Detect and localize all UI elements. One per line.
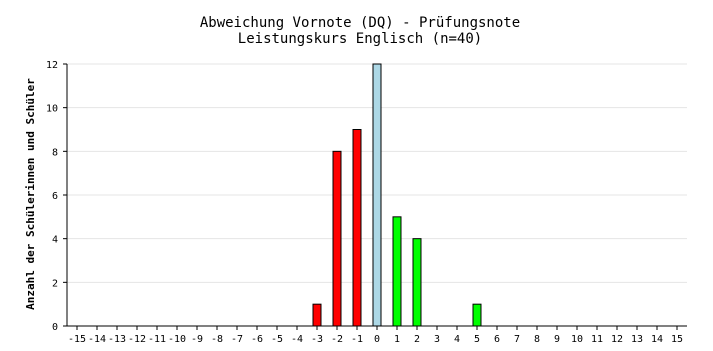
x-tick-label: -6 bbox=[251, 334, 263, 345]
chart-title: Abweichung Vornote (DQ) - Prüfungsnote bbox=[200, 15, 520, 31]
y-tick-label: 0 bbox=[52, 322, 58, 333]
x-tick-label: -9 bbox=[191, 334, 203, 345]
bar bbox=[412, 238, 422, 327]
x-tick-label: -11 bbox=[148, 334, 166, 345]
x-tick-label: -7 bbox=[231, 334, 243, 345]
y-tick-label: 12 bbox=[46, 60, 58, 71]
bar bbox=[472, 303, 482, 327]
y-tick-label: 6 bbox=[52, 191, 58, 202]
chart-subtitle: Leistungskurs Englisch (n=40) bbox=[238, 31, 482, 47]
x-tick-label: -15 bbox=[68, 334, 86, 345]
x-tick-label: 5 bbox=[474, 334, 480, 345]
x-tick-label: -14 bbox=[88, 334, 106, 345]
x-tick-label: 0 bbox=[374, 334, 380, 345]
x-tick-label: 10 bbox=[571, 334, 583, 345]
bar bbox=[332, 150, 342, 327]
x-tick-label: -1 bbox=[351, 334, 363, 345]
y-tick-label: 10 bbox=[46, 104, 58, 115]
x-tick-label: 3 bbox=[434, 334, 440, 345]
bar bbox=[372, 63, 382, 327]
axes bbox=[63, 63, 687, 330]
y-tick-label: 2 bbox=[52, 278, 58, 289]
x-tick-label: 9 bbox=[554, 334, 560, 345]
x-tick-label: -13 bbox=[108, 334, 126, 345]
x-tick-label: 13 bbox=[631, 334, 643, 345]
y-tick-label: 8 bbox=[52, 147, 58, 158]
x-tick-label: -12 bbox=[128, 334, 146, 345]
x-tick-label: 6 bbox=[494, 334, 500, 345]
x-tick-label: 7 bbox=[514, 334, 520, 345]
x-tick-label: 4 bbox=[454, 334, 460, 345]
x-tick-label: -10 bbox=[168, 334, 186, 345]
x-tick-label: 11 bbox=[591, 334, 603, 345]
x-tick-label: 8 bbox=[534, 334, 540, 345]
x-tick-label: -4 bbox=[291, 334, 303, 345]
x-tick-label: -5 bbox=[271, 334, 283, 345]
x-tick-label: -2 bbox=[331, 334, 343, 345]
x-tick-labels: -15 -14 -13 -12 -11 -10 -9 -8 -7 -6 -5 -4 -3 -2 -1 0 1 2 3… bbox=[68, 334, 683, 345]
y-tick-labels: 0 2 4 6 8 10 12 bbox=[46, 60, 58, 333]
x-tick-label: -8 bbox=[211, 334, 223, 345]
x-tick-label: 1 bbox=[394, 334, 400, 345]
x-tick-label: 12 bbox=[611, 334, 623, 345]
bar bbox=[312, 303, 322, 327]
bar bbox=[392, 216, 402, 327]
x-tick-label: 2 bbox=[414, 334, 420, 345]
bar bbox=[352, 129, 362, 327]
y-tick-label: 4 bbox=[52, 235, 58, 246]
x-tick-label: 15 bbox=[671, 334, 683, 345]
x-tick-label: 14 bbox=[651, 334, 663, 345]
x-tick-label: -3 bbox=[311, 334, 323, 345]
y-axis-label: Anzahl der Schülerinnen und Schüler bbox=[24, 78, 37, 310]
